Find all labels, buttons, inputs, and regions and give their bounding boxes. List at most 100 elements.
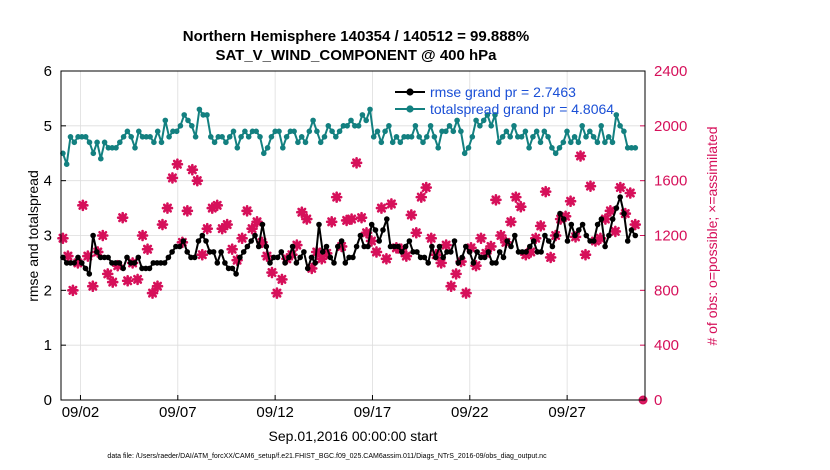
obs-assimilated-mark <box>246 222 258 235</box>
rmse-point <box>402 243 409 250</box>
rmse-point <box>436 243 443 250</box>
legend-rmse-marker <box>406 88 414 96</box>
rmse-point <box>365 243 371 250</box>
obs-assimilated-mark <box>256 236 268 249</box>
rmse-point <box>293 260 300 266</box>
left-tick-label: 5 <box>44 118 52 135</box>
obs-assimilated-mark <box>276 273 288 286</box>
totalspread-point <box>492 112 498 118</box>
obs-assimilated-mark <box>475 232 487 245</box>
right-tick-label: 2000 <box>654 118 687 135</box>
left-tick-label: 4 <box>44 173 52 190</box>
totalspread-point <box>568 139 574 146</box>
obs-assimilated-mark <box>161 202 174 214</box>
rmse-point <box>380 227 386 233</box>
totalspread-point <box>355 123 362 129</box>
rmse-point <box>263 243 270 250</box>
obs-assimilated-mark <box>286 248 298 261</box>
totalspread-point <box>545 134 551 140</box>
rmse-point <box>376 238 383 244</box>
obs-assimilated-mark <box>206 202 219 214</box>
obs-assimilated-mark <box>261 250 273 262</box>
rmse-point <box>335 243 341 250</box>
totalspread-point <box>552 150 559 157</box>
rmse-point <box>274 254 281 261</box>
rmse-point <box>523 249 529 255</box>
plot-frame <box>60 70 646 401</box>
totalspread-point <box>264 145 271 151</box>
rmse-point <box>463 243 469 250</box>
obs-assimilated-mark <box>231 254 243 266</box>
rmse-point <box>357 232 364 239</box>
rmse-point <box>353 243 360 250</box>
legend-spread-label: totalspread grand pr = 4.8064 <box>430 101 614 117</box>
rmse-point <box>203 238 209 244</box>
totalspread-point <box>333 134 339 140</box>
totalspread-point <box>298 134 305 140</box>
obs-assimilated-mark <box>544 251 557 264</box>
rmse-point <box>229 265 236 272</box>
obs-assimilated-mark <box>495 229 507 242</box>
totalspread-point <box>253 128 259 135</box>
totalspread-point <box>613 112 620 118</box>
obs-assimilated-mark <box>111 259 124 272</box>
obs-assimilated-mark <box>534 220 547 232</box>
totalspread-point <box>446 123 453 129</box>
totalspread-point <box>530 134 536 140</box>
totalspread-point <box>533 128 540 135</box>
obs-assimilated-mark <box>360 226 373 239</box>
totalspread-point <box>226 134 233 140</box>
rmse-point <box>500 254 507 261</box>
obs-assimilated-mark <box>604 205 617 217</box>
right-tick-label: 400 <box>654 337 679 354</box>
rmse-point <box>120 265 126 272</box>
obs-assimilated-mark <box>181 205 194 217</box>
totalspread-point <box>90 150 97 157</box>
obs-assimilated-mark <box>67 284 79 297</box>
rmse-point <box>632 232 639 239</box>
x-tick-label: 09/17 <box>354 404 392 421</box>
totalspread-point <box>416 134 423 140</box>
obs-assimilated-mark <box>400 250 413 262</box>
totalspread-point <box>336 128 343 135</box>
obs-assimilated-mark <box>505 215 517 228</box>
x-tick-label: 09/02 <box>62 404 100 421</box>
obs-assimilated-mark <box>460 287 472 299</box>
obs-assimilated-mark <box>271 287 283 299</box>
rmse-point <box>579 221 586 228</box>
totalspread-point <box>522 128 529 135</box>
totalspread-point <box>359 112 366 118</box>
totalspread-point <box>571 134 578 140</box>
totalspread-point <box>560 139 567 146</box>
obs-assimilated-mark <box>62 250 74 262</box>
totalspread-point <box>276 128 282 135</box>
rmse-point <box>451 238 458 244</box>
totalspread-point <box>507 134 513 140</box>
obs-assimilated-mark <box>151 280 164 293</box>
totalspread-point <box>314 128 320 135</box>
obs-assimilated-mark <box>410 226 423 239</box>
obs-assimilated-mark <box>131 273 144 286</box>
obs-assimilated-mark <box>440 239 452 251</box>
rmse-point <box>297 254 304 261</box>
rmse-point <box>470 260 477 266</box>
left-tick-label: 0 <box>44 392 52 409</box>
obs-assimilated-mark <box>470 259 482 272</box>
totalspread-point <box>348 117 354 124</box>
totalspread-point <box>564 128 570 135</box>
totalspread-point <box>480 117 487 124</box>
obs-assimilated-mark <box>325 215 338 228</box>
obs-assimilated-mark <box>375 202 388 214</box>
obs-assimilated-mark <box>554 213 567 225</box>
obs-assimilated-mark <box>241 205 253 217</box>
rmse-point <box>474 249 480 255</box>
obs-assimilated-mark <box>345 213 358 225</box>
totalspread-point <box>382 128 388 135</box>
totalspread-point <box>82 134 89 140</box>
left-tick-label: 1 <box>44 337 52 354</box>
rmse-point <box>624 238 631 244</box>
left-tick-label: 2 <box>44 282 52 299</box>
obs-assimilated-mark <box>445 280 457 293</box>
totalspread-point <box>117 139 123 146</box>
totalspread-point <box>101 139 108 146</box>
